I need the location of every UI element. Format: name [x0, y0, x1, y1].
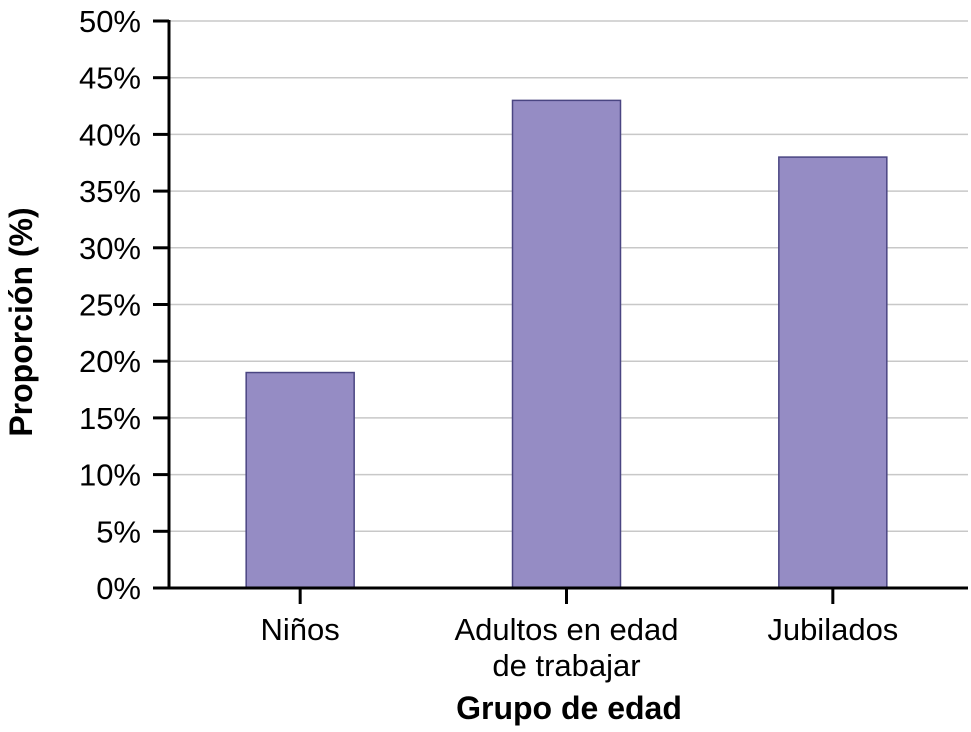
- x-tick-label: Niños: [261, 612, 340, 647]
- y-tick-label: 10%: [79, 458, 141, 493]
- x-tick-label: Adultos en edad de trabajar: [454, 612, 678, 683]
- axes: [153, 19, 968, 604]
- y-tick-label: 5%: [96, 514, 141, 549]
- x-axis-title: Grupo de edad: [456, 690, 682, 726]
- x-tick-label: Jubilados: [767, 612, 898, 647]
- bar: [778, 156, 888, 589]
- y-tick-label: 20%: [79, 344, 141, 379]
- x-tick-label-line: Adultos en edad: [454, 612, 678, 647]
- x-tick-labels: Niños Adultos en edad de trabajar Jubilados: [261, 612, 899, 683]
- y-tick-label: 45%: [79, 61, 141, 96]
- x-tick-label-line: Jubilados: [767, 612, 898, 647]
- y-tick-label: 30%: [79, 231, 141, 266]
- x-tick-label-line: Niños: [261, 612, 340, 647]
- bars: [245, 99, 888, 589]
- y-tick-label: 50%: [79, 4, 141, 39]
- y-tick-labels: 0% 5% 10% 15% 20% 25% 30% 35% 40% 45% 50%: [79, 4, 141, 606]
- y-tick-label: 15%: [79, 401, 141, 436]
- y-tick-label: 0%: [96, 571, 141, 606]
- y-tick-label: 25%: [79, 288, 141, 323]
- bar: [245, 371, 355, 589]
- y-tick-label: 40%: [79, 117, 141, 152]
- x-tick-label-line: de trabajar: [492, 648, 640, 683]
- y-tick-label: 35%: [79, 174, 141, 209]
- y-axis-title: Proporción (%): [3, 207, 39, 436]
- bar: [511, 99, 622, 589]
